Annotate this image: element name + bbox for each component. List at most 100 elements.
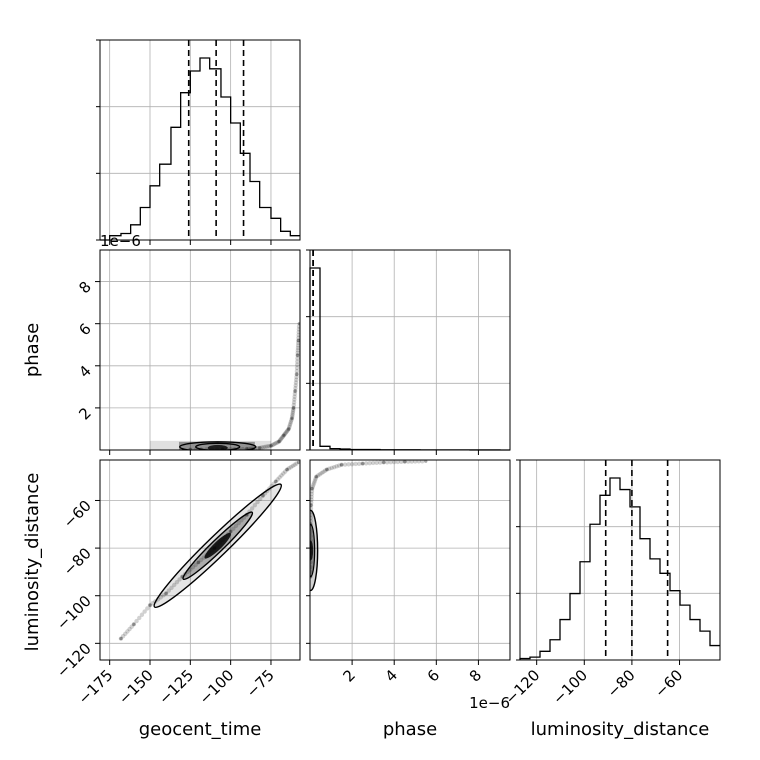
y-tick-label-phase: 8 — [75, 278, 94, 297]
sample-point — [310, 530, 313, 535]
sample-point — [284, 428, 290, 434]
sample-point — [280, 435, 285, 440]
sample-point — [310, 500, 314, 505]
sample-point — [188, 447, 193, 450]
sample-point — [196, 560, 200, 564]
sample-point — [310, 506, 314, 511]
sample-point — [310, 486, 314, 491]
sample-point — [295, 353, 300, 357]
sample-point — [279, 436, 284, 441]
sample-point — [282, 433, 286, 437]
sample-point — [310, 518, 313, 524]
histogram-bin — [281, 231, 291, 240]
sample-point — [310, 569, 313, 575]
panel-frame — [309, 249, 511, 451]
sample-point — [291, 402, 297, 408]
sample-point — [169, 585, 174, 590]
y-axis-label-luminosity-distance: luminosity_distance — [22, 473, 43, 652]
histogram-bin — [550, 640, 560, 660]
sample-point — [123, 631, 128, 637]
sample-point — [296, 324, 300, 329]
histogram-geocent-time — [96, 39, 301, 245]
panel-frame — [99, 459, 301, 661]
sample-point — [294, 365, 300, 371]
sample-point — [163, 591, 169, 596]
sample-point — [339, 462, 344, 467]
sample-point — [139, 612, 145, 617]
sample-point — [325, 467, 329, 472]
sample-point — [266, 443, 272, 449]
sample-point — [288, 464, 294, 470]
sample-point — [293, 386, 298, 391]
sample-point — [261, 444, 266, 450]
sample-point — [360, 461, 365, 466]
histogram-bin — [260, 208, 271, 241]
density-band — [150, 440, 271, 450]
sample-point — [342, 462, 348, 467]
sample-point — [286, 426, 291, 432]
histogram-step-line — [309, 267, 510, 451]
histogram-step-line — [100, 57, 300, 241]
sample-point — [171, 582, 177, 588]
sample-point — [319, 470, 324, 476]
sample-point — [296, 327, 300, 332]
sample-point — [271, 481, 276, 487]
histogram-bin — [690, 620, 700, 660]
sample-point — [313, 476, 318, 481]
histogram-bin — [670, 591, 680, 660]
panel-frame — [99, 39, 301, 241]
histogram-bin — [570, 594, 580, 660]
sample-point — [295, 345, 300, 351]
histogram-bin — [310, 268, 320, 450]
sample-point — [255, 499, 260, 505]
sample-point — [233, 523, 239, 529]
histogram-bin — [700, 631, 710, 660]
y-tick-label-luminosity-distance: −60 — [60, 497, 95, 532]
x-tick-label-phase: 8 — [466, 666, 485, 685]
sample-point — [147, 603, 153, 608]
y-tick-label-luminosity-distance: −80 — [60, 544, 95, 579]
sample-point — [290, 416, 294, 421]
sample-point — [249, 506, 255, 511]
sample-point — [295, 359, 300, 364]
sample-point — [296, 460, 300, 464]
y-tick-label-luminosity-distance: −100 — [53, 592, 95, 634]
sample-point — [290, 412, 295, 418]
sample-point — [134, 618, 139, 624]
sample-point — [295, 356, 300, 361]
sample-point — [269, 444, 273, 448]
sample-point — [296, 329, 300, 335]
sample-point — [291, 406, 296, 410]
x-tick-label-geocent-time: −125 — [155, 666, 197, 708]
sample-point — [293, 380, 299, 385]
sample-point — [132, 622, 136, 626]
histogram-bin — [640, 539, 650, 660]
sample-point — [292, 391, 298, 397]
sample-point — [334, 464, 339, 469]
sample-point — [310, 560, 313, 565]
sample-point — [382, 460, 386, 464]
histogram-phase — [306, 249, 511, 455]
sample-point — [244, 446, 249, 450]
sample-point — [424, 460, 428, 463]
sample-point — [295, 353, 300, 358]
sample-point — [282, 432, 287, 437]
sample-point — [287, 427, 291, 431]
sample-point — [193, 562, 198, 567]
sample-point — [312, 478, 318, 483]
histogram-bin — [250, 182, 260, 241]
histogram-bin — [540, 651, 550, 660]
histogram-bin — [150, 186, 160, 240]
x-tick-label-geocent-time: −150 — [115, 666, 157, 708]
sample-point — [290, 410, 295, 416]
sample-point — [164, 591, 168, 595]
sample-point — [148, 603, 152, 607]
sample-point — [292, 397, 297, 402]
sample-point — [296, 335, 300, 340]
sample-point — [283, 430, 288, 436]
density-layer — [118, 460, 300, 641]
sample-point — [388, 460, 393, 465]
y-tick-label-luminosity-distance: −120 — [53, 639, 95, 681]
histogram-bin — [200, 58, 210, 240]
y-tick-label-phase: 2 — [75, 404, 94, 423]
